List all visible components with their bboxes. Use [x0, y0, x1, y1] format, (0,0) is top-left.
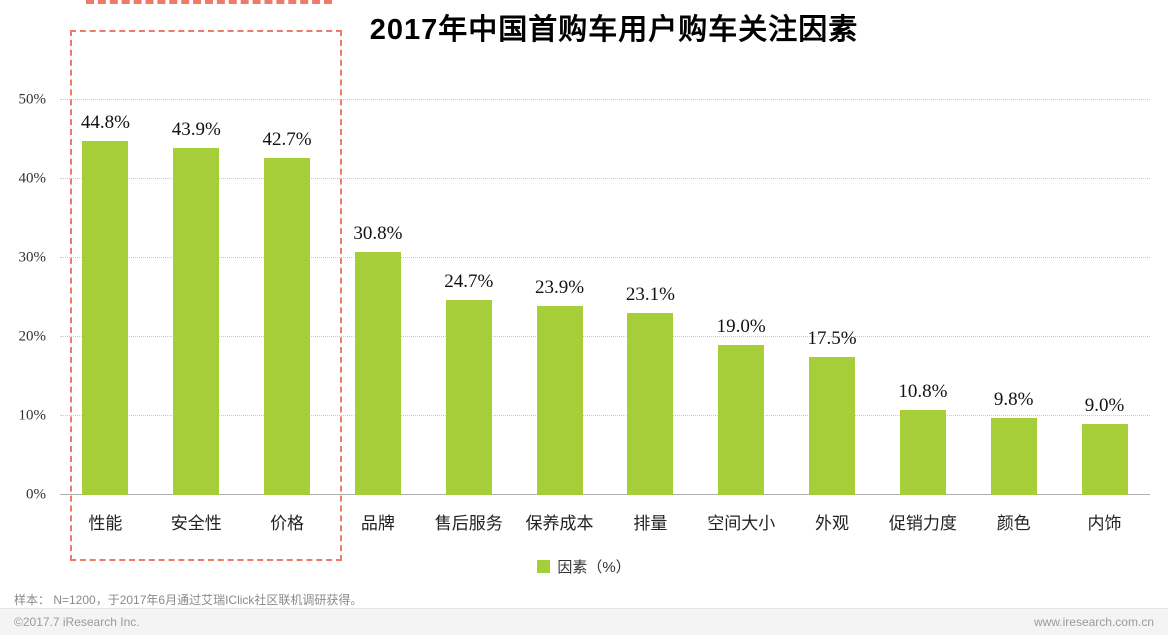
bar-value-label: 9.8%: [993, 388, 1034, 410]
bar: [445, 299, 492, 495]
bar: [82, 141, 129, 495]
website-text: www.iresearch.com.cn: [1033, 615, 1154, 629]
bar-slot: 19.0%: [696, 100, 787, 495]
footer-bar: ©2017.7 iResearch Inc. www.iresearch.com…: [0, 608, 1168, 635]
bar: [536, 306, 583, 495]
bar-slot: 30.8%: [332, 100, 423, 495]
bar-value-label: 44.8%: [80, 112, 130, 134]
bar-slot: 44.8%: [60, 100, 151, 495]
chart-title: 2017年中国首购车用户购车关注因素: [369, 14, 859, 46]
bar: [809, 356, 856, 495]
gridline: [60, 415, 1150, 416]
category-label: 内饰: [1087, 514, 1122, 533]
bar: [264, 157, 311, 495]
category-label: 排量: [633, 514, 668, 533]
cropped-dashed-line: [86, 0, 332, 4]
category-label: 安全性: [170, 514, 222, 533]
bar-slot: 23.1%: [605, 100, 696, 495]
category-label: 促销力度: [888, 514, 957, 533]
bar: [1081, 423, 1128, 495]
y-tick-label: 40%: [18, 170, 47, 187]
bar-slot: 43.9%: [151, 100, 242, 495]
bar-value-label: 23.9%: [535, 277, 585, 299]
bar: [173, 148, 220, 495]
bar-value-label: 30.8%: [353, 222, 403, 244]
y-tick-label: 0%: [26, 486, 46, 503]
y-tick-label: 20%: [18, 328, 47, 345]
bar-value-label: 24.7%: [444, 270, 494, 292]
category-label: 价格: [270, 514, 305, 533]
bar-slot: 9.0%: [1059, 100, 1150, 495]
bar-slot: 24.7%: [423, 100, 514, 495]
bar-chart-plot-area: 0% 10% 20% 30% 40% 50% 44.8% 43.9% 42.7% 30.8% 24…: [19, 92, 1150, 503]
category-label: 售后服务: [434, 514, 503, 533]
gridline: [60, 336, 1150, 337]
bar: [990, 417, 1037, 495]
y-tick-label: 10%: [18, 407, 47, 424]
bar-slot: 17.5%: [787, 100, 878, 495]
bar-value-label: 23.1%: [625, 283, 675, 305]
bar-value-label: 17.5%: [807, 327, 857, 349]
bar-value-label: 19.0%: [716, 315, 766, 337]
bar: [627, 312, 674, 495]
y-axis: 0% 10% 20% 30% 40% 50%: [0, 92, 52, 503]
sample-note: 样本： N=1200，于2017年6月通过艾瑞IClick社区联机调研获得。: [14, 593, 363, 607]
bar: [718, 344, 765, 495]
y-tick-label: 30%: [18, 249, 47, 266]
bar-value-label: 10.8%: [898, 380, 948, 402]
category-label: 保养成本: [525, 514, 594, 533]
copyright-text: ©2017.7 iResearch Inc.: [14, 615, 140, 629]
bar-slot: 10.8%: [877, 100, 968, 495]
bar-slot: 42.7%: [242, 100, 333, 495]
legend-swatch: [537, 560, 551, 573]
bar-slot: 23.9%: [514, 100, 605, 495]
y-tick-label: 50%: [18, 91, 47, 108]
bar: [899, 409, 946, 495]
bars-row: 44.8% 43.9% 42.7% 30.8% 24.7% 23.9% 23.1% 19.0%…: [60, 100, 1150, 495]
gridline: [60, 257, 1150, 258]
legend-label: 因素（%）: [557, 559, 631, 576]
bar-value-label: 9.0%: [1084, 394, 1125, 416]
bar-slot: 9.8%: [968, 100, 1059, 495]
bar: [354, 251, 401, 495]
x-axis-line: [60, 494, 1150, 495]
category-label: 颜色: [996, 514, 1031, 533]
legend: 因素（%）: [0, 556, 1168, 577]
gridline: [60, 99, 1150, 100]
category-label: 性能: [88, 514, 123, 533]
category-label: 品牌: [360, 514, 395, 533]
category-label: 外观: [815, 514, 850, 533]
bar-value-label: 42.7%: [262, 128, 312, 150]
category-axis: 性能 安全性 价格 品牌 售后服务 保养成本 排量 空间大小 外观 促销力度 颜色 内饰: [60, 495, 1150, 534]
gridline: [60, 178, 1150, 179]
category-label: 空间大小: [707, 514, 776, 533]
bar-value-label: 43.9%: [171, 119, 221, 141]
